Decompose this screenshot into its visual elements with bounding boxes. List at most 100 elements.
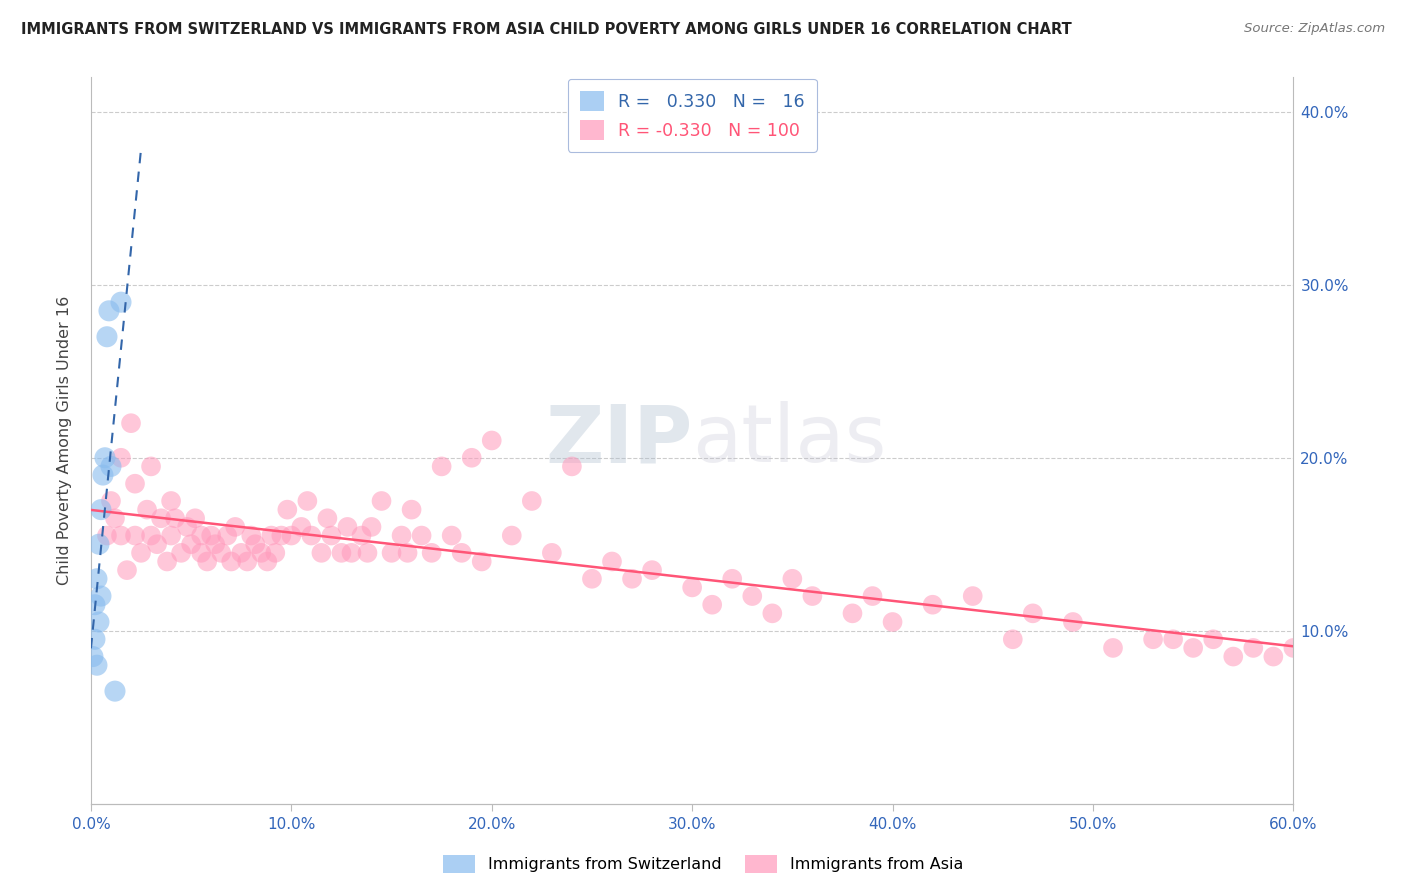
Point (1022, 607, 1045, 621)
Point (190, 528, 212, 542)
Point (411, 528, 433, 542)
Point (115, 563, 138, 577)
Point (250, 546, 273, 560)
Point (782, 572, 804, 586)
Point (160, 528, 183, 542)
Point (360, 520, 382, 534)
Point (170, 546, 193, 560)
Point (136, 502, 159, 516)
Point (391, 528, 413, 542)
Point (1161, 632, 1184, 647)
Point (139, 459, 162, 474)
Point (702, 598, 724, 612)
Point (176, 520, 198, 534)
Point (264, 546, 287, 560)
Point (321, 528, 343, 542)
Point (104, 511, 127, 525)
Point (219, 554, 242, 568)
Point (330, 546, 353, 560)
Point (104, 684, 127, 698)
Point (156, 554, 179, 568)
Point (146, 537, 169, 551)
Point (761, 607, 783, 621)
Point (224, 520, 246, 534)
Point (110, 450, 132, 465)
Point (87, 537, 110, 551)
Point (245, 537, 267, 551)
Point (100, 494, 122, 508)
Point (541, 546, 564, 560)
Point (450, 546, 472, 560)
Point (471, 554, 494, 568)
Point (621, 572, 644, 586)
Point (209, 546, 232, 560)
Point (190, 546, 212, 560)
Point (86, 658, 108, 673)
Point (240, 528, 263, 542)
Text: atlas: atlas (692, 401, 887, 480)
Point (110, 295, 132, 310)
Point (297, 494, 319, 508)
Point (336, 520, 359, 534)
Legend: Immigrants from Switzerland, Immigrants from Asia: Immigrants from Switzerland, Immigrants … (436, 848, 970, 880)
Point (1202, 632, 1225, 647)
Point (200, 528, 222, 542)
Point (90, 502, 112, 516)
Point (1282, 640, 1305, 655)
Point (204, 537, 226, 551)
Point (882, 615, 904, 629)
Point (231, 546, 253, 560)
Point (681, 581, 703, 595)
Point (962, 589, 984, 603)
Point (380, 546, 402, 560)
Point (316, 511, 339, 525)
Point (841, 607, 863, 621)
Point (501, 528, 523, 542)
Y-axis label: Child Poverty Among Girls Under 16: Child Poverty Among Girls Under 16 (58, 296, 72, 585)
Point (356, 546, 378, 560)
Point (124, 528, 146, 542)
Point (129, 546, 152, 560)
Point (1263, 649, 1285, 664)
Point (110, 528, 132, 542)
Point (96, 330, 118, 344)
Point (741, 589, 763, 603)
Point (581, 572, 603, 586)
Point (280, 528, 302, 542)
Point (460, 450, 482, 465)
Point (84, 598, 107, 612)
Point (600, 554, 623, 568)
Point (420, 546, 443, 560)
Point (641, 563, 664, 577)
Point (260, 528, 283, 542)
Text: ZIP: ZIP (546, 401, 692, 480)
Point (217, 528, 239, 542)
Legend: R =   0.330   N =   16, R = -0.330   N = 100: R = 0.330 N = 16, R = -0.330 N = 100 (568, 78, 817, 152)
Point (270, 528, 292, 542)
Point (184, 511, 207, 525)
Point (370, 494, 392, 508)
Point (721, 572, 744, 586)
Point (1102, 640, 1125, 655)
Point (311, 546, 333, 560)
Point (299, 528, 322, 542)
Point (236, 554, 259, 568)
Point (96, 528, 118, 542)
Point (94, 450, 117, 465)
Point (160, 494, 183, 508)
Point (401, 502, 423, 516)
Point (520, 494, 543, 508)
Point (86, 572, 108, 586)
Point (561, 459, 583, 474)
Point (1001, 632, 1024, 647)
Point (1222, 649, 1244, 664)
Point (82, 649, 104, 664)
Point (921, 598, 943, 612)
Point (120, 416, 142, 430)
Point (195, 554, 218, 568)
Point (124, 476, 146, 491)
Point (90, 589, 112, 603)
Text: IMMIGRANTS FROM SWITZERLAND VS IMMIGRANTS FROM ASIA CHILD POVERTY AMONG GIRLS UN: IMMIGRANTS FROM SWITZERLAND VS IMMIGRANT… (21, 22, 1071, 37)
Point (340, 546, 363, 560)
Point (180, 537, 202, 551)
